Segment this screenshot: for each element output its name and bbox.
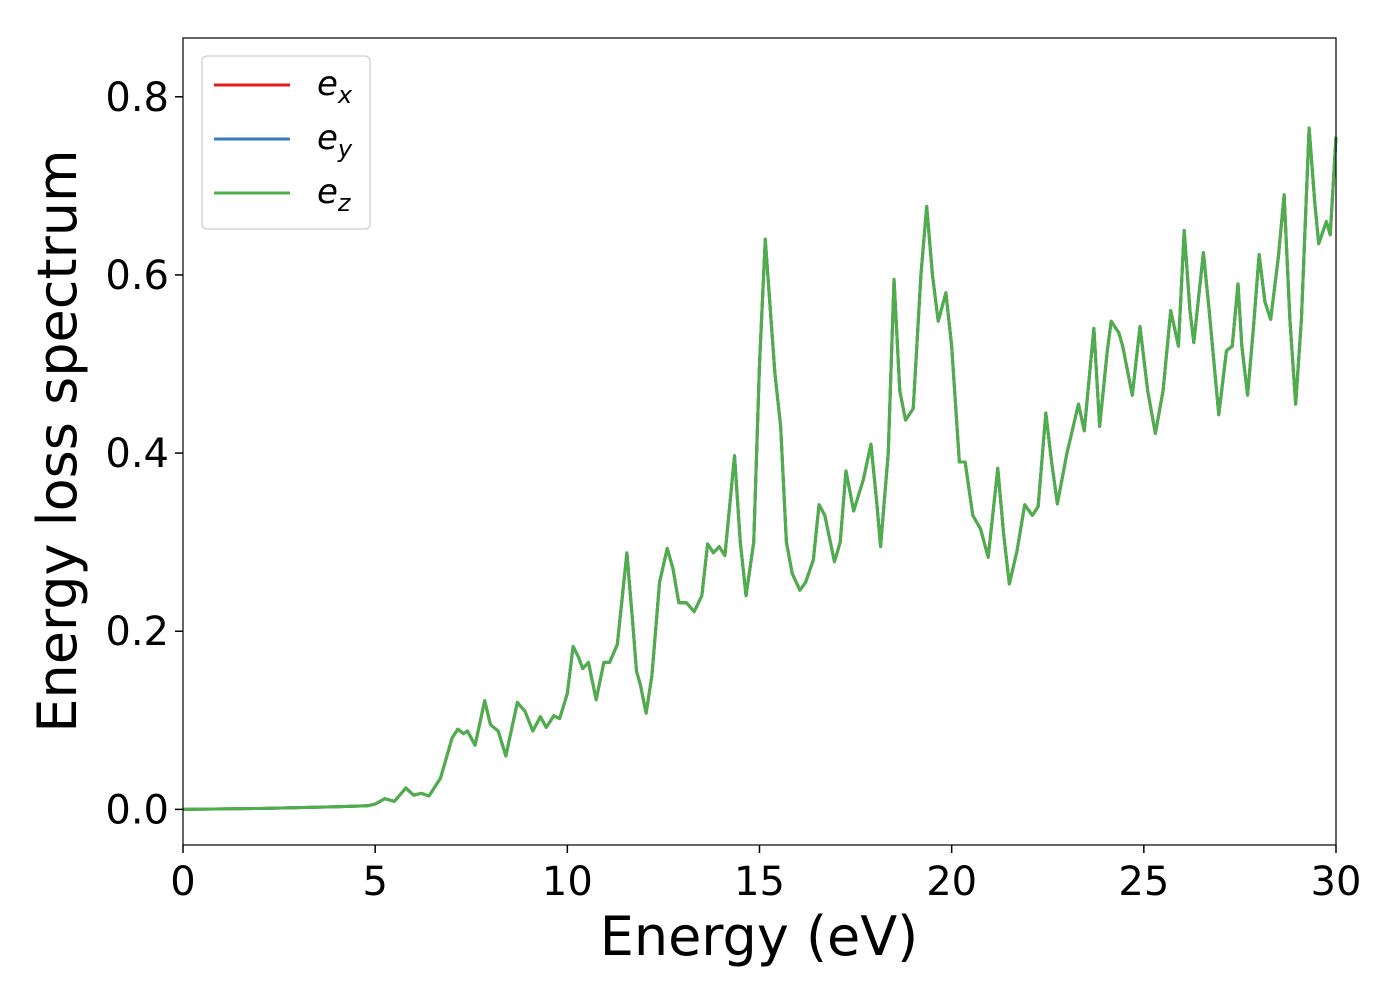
- legend-label: ex: [317, 64, 353, 109]
- legend-label: ez: [317, 172, 352, 217]
- legend-label: ey: [317, 118, 353, 163]
- x-tick-label: 0: [170, 859, 195, 905]
- x-tick-label: 10: [542, 859, 593, 905]
- series-line: [182, 126, 1338, 811]
- series-line: [182, 126, 1338, 811]
- legend-box: [201, 55, 371, 230]
- x-tick-label: 15: [734, 859, 785, 905]
- y-tick-label: 0.4: [105, 431, 169, 477]
- x-tick-label: 25: [1118, 859, 1169, 905]
- y-tick-label: 0.6: [105, 253, 169, 299]
- y-tick-label: 0.0: [105, 787, 169, 833]
- x-tick-label: 20: [926, 859, 977, 905]
- x-tick-label: 5: [362, 859, 387, 905]
- y-tick-label: 0.8: [105, 75, 169, 121]
- plot-frame: [182, 37, 1337, 846]
- series-line: [182, 126, 1338, 811]
- x-tick-label: 30: [1311, 859, 1362, 905]
- x-axis-label: Energy (eV): [600, 905, 919, 968]
- y-tick-label: 0.2: [105, 609, 169, 655]
- y-axis-label: Energy loss spectrum: [26, 149, 89, 732]
